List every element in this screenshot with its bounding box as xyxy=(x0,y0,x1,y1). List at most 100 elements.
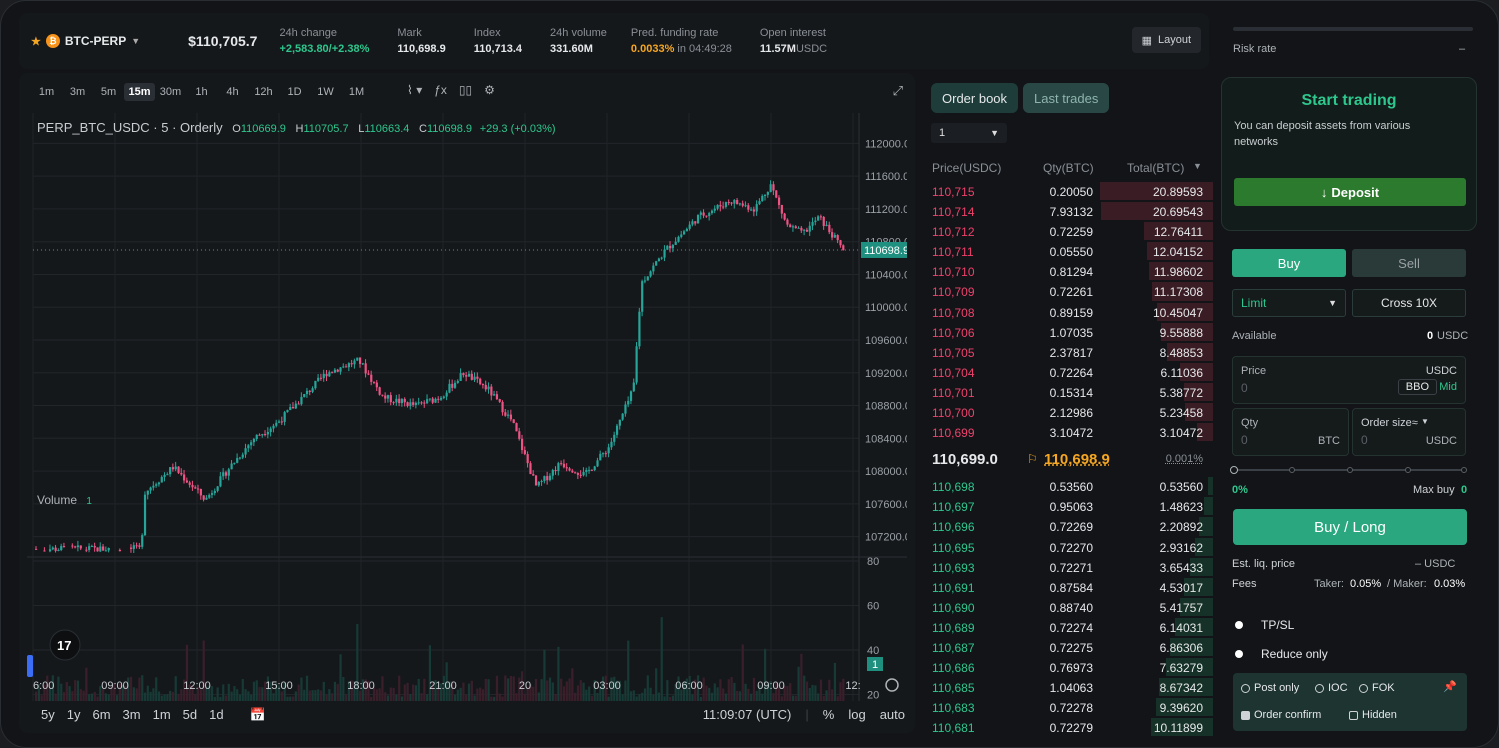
settings-gear-icon[interactable]: ⚙ xyxy=(484,83,495,97)
timeframe-1w[interactable]: 1W xyxy=(317,86,334,98)
bid-row[interactable]: 110,696 0.72269 2.20892 xyxy=(923,516,1213,536)
ask-row[interactable]: 110,704 0.72264 6.11036 xyxy=(923,362,1213,382)
bid-row[interactable]: 110,685 1.04063 8.67342 xyxy=(923,677,1213,697)
ask-row[interactable]: 110,709 0.72261 11.17308 xyxy=(923,281,1213,301)
price-input[interactable]: Price 0 USDC BBO Mid xyxy=(1232,356,1466,404)
header-total[interactable]: Total(BTC) xyxy=(1127,161,1185,175)
bid-row[interactable]: 110,690 0.88740 5.41757 xyxy=(923,597,1213,617)
fullscreen-icon[interactable]: ⤢ xyxy=(892,83,903,98)
buy-long-button[interactable]: Buy / Long xyxy=(1233,509,1467,545)
scale-percent[interactable]: % xyxy=(822,707,835,722)
deposit-button[interactable]: ↓ Deposit xyxy=(1234,178,1466,206)
timeframe-1h[interactable]: 1h xyxy=(195,86,208,98)
timeframe-1d[interactable]: 1D xyxy=(287,86,302,98)
range-1y[interactable]: 1y xyxy=(66,707,81,722)
bid-row[interactable]: 110,689 0.72274 6.14031 xyxy=(923,617,1213,637)
sort-caret-icon[interactable]: ▼ xyxy=(1193,161,1202,171)
order-size-input[interactable]: Order size≈ ▼ 0 USDC xyxy=(1352,408,1466,456)
mid-button[interactable]: Mid xyxy=(1439,381,1457,393)
goto-date-icon[interactable]: 📅 xyxy=(249,707,266,722)
ioc-radio[interactable]: IOC xyxy=(1315,682,1348,694)
tpsl-toggle[interactable]: TP/SL xyxy=(1235,618,1294,632)
fok-radio[interactable]: FOK xyxy=(1359,682,1395,694)
pin-icon[interactable]: 📌 xyxy=(1443,681,1457,693)
volume-bar xyxy=(194,693,197,701)
candle-body xyxy=(180,472,183,475)
timeframe-15m[interactable]: 15m xyxy=(124,83,155,101)
slider-handle[interactable] xyxy=(1230,466,1238,474)
price-tick-label: 108400.0 xyxy=(865,433,907,445)
range-6m[interactable]: 6m xyxy=(92,707,111,722)
volume-bar xyxy=(412,684,415,701)
volume-bar xyxy=(197,687,200,701)
chart-type-icon[interactable]: ⌇ ▾ xyxy=(407,83,423,97)
range-5d[interactable]: 5d xyxy=(182,707,198,722)
ask-row[interactable]: 110,715 0.20050 20.89593 xyxy=(923,181,1213,201)
reduce-only-toggle[interactable]: Reduce only xyxy=(1235,647,1328,661)
tab-last-trades[interactable]: Last trades xyxy=(1023,83,1110,113)
volume-bar xyxy=(74,680,77,701)
bbo-button[interactable]: BBO xyxy=(1397,379,1437,395)
timeframe-1mo[interactable]: 1M xyxy=(348,86,365,98)
volume-bar xyxy=(48,687,52,701)
ask-row[interactable]: 110,699 3.10472 3.10472 xyxy=(923,422,1213,442)
ask-row[interactable]: 110,706 1.07035 9.55888 xyxy=(923,322,1213,342)
tab-order-book[interactable]: Order book xyxy=(931,83,1019,113)
range-3m[interactable]: 3m xyxy=(122,707,141,722)
ask-row[interactable]: 110,708 0.89159 10.45047 xyxy=(923,302,1213,322)
order-type-select[interactable]: Limit ▼ xyxy=(1232,289,1346,317)
bid-row[interactable]: 110,687 0.72275 6.86306 xyxy=(923,637,1213,657)
ask-row[interactable]: 110,705 2.37817 8.48853 xyxy=(923,342,1213,362)
bid-row[interactable]: 110,698 0.53560 0.53560 xyxy=(923,476,1213,496)
timeframe-12h[interactable]: 12h xyxy=(254,86,273,98)
sell-tab[interactable]: Sell xyxy=(1352,249,1466,277)
timeframe-3m[interactable]: 3m xyxy=(69,86,86,98)
bid-row[interactable]: 110,695 0.72270 2.93162 xyxy=(923,537,1213,557)
timeframe-5m[interactable]: 5m xyxy=(100,86,117,98)
favorite-star-icon[interactable]: ★ xyxy=(31,35,41,48)
timeframe-1m[interactable]: 1m xyxy=(38,86,55,98)
bid-row[interactable]: 110,691 0.87584 4.53017 xyxy=(923,577,1213,597)
range-1m[interactable]: 1m xyxy=(152,707,171,722)
order-confirm-checkbox[interactable]: Order confirm xyxy=(1241,709,1321,721)
symbol-selector[interactable]: ★ ₿ BTC-PERP ▼ xyxy=(31,34,140,48)
candles-icon[interactable]: ▯▯ xyxy=(458,83,473,97)
timeframe-30m[interactable]: 30m xyxy=(159,86,182,98)
timeframe-4h[interactable]: 4h xyxy=(226,86,239,98)
ask-row[interactable]: 110,701 0.15314 5.38772 xyxy=(923,382,1213,402)
indicators-icon[interactable]: ƒx xyxy=(434,83,447,97)
volume-bar xyxy=(448,681,451,701)
ask-row[interactable]: 110,712 0.72259 12.76411 xyxy=(923,221,1213,241)
layout-button[interactable]: ▦ Layout xyxy=(1131,27,1201,53)
ask-row[interactable]: 110,700 2.12986 5.23458 xyxy=(923,402,1213,422)
volume-bar xyxy=(479,687,482,701)
precision-select[interactable]: 1 ▼ xyxy=(931,123,1007,143)
ask-row[interactable]: 110,714 7.93132 20.69543 xyxy=(923,201,1213,221)
bid-row[interactable]: 110,697 0.95063 1.48623 xyxy=(923,496,1213,516)
ask-price: 110,699 xyxy=(932,426,975,441)
price-chart[interactable]: 112000.0111600.0111200.0110800.0110400.0… xyxy=(27,113,907,701)
symbol-name: BTC-PERP xyxy=(64,34,127,48)
volume-bar xyxy=(777,687,781,701)
ask-row[interactable]: 110,710 0.81294 11.98602 xyxy=(923,261,1213,281)
range-1d[interactable]: 1d xyxy=(209,707,224,722)
scale-log[interactable]: log xyxy=(848,707,866,722)
range-5y[interactable]: 5y xyxy=(41,707,55,722)
qty-input[interactable]: Qty 0 BTC xyxy=(1232,408,1349,456)
scale-auto[interactable]: auto xyxy=(879,707,905,722)
stat-value: 110,698.9 xyxy=(397,43,446,55)
bid-row[interactable]: 110,681 0.72279 10.11899 xyxy=(923,717,1213,737)
buy-tab[interactable]: Buy xyxy=(1232,249,1346,277)
bid-row[interactable]: 110,683 0.72278 9.39620 xyxy=(923,697,1213,717)
hidden-checkbox[interactable]: Hidden xyxy=(1349,709,1397,721)
volume-bar xyxy=(761,693,764,701)
legend-low: 110663.4 xyxy=(364,123,410,135)
ask-row[interactable]: 110,711 0.05550 12.04152 xyxy=(923,241,1213,261)
bid-row[interactable]: 110,686 0.76973 7.63279 xyxy=(923,657,1213,677)
qty-slider[interactable] xyxy=(1230,466,1467,474)
volume-bar xyxy=(842,678,845,701)
bid-row[interactable]: 110,693 0.72271 3.65433 xyxy=(923,557,1213,577)
candle-body xyxy=(699,212,702,215)
margin-mode-button[interactable]: Cross 10X xyxy=(1352,289,1466,317)
post-only-radio[interactable]: Post only xyxy=(1241,682,1299,694)
